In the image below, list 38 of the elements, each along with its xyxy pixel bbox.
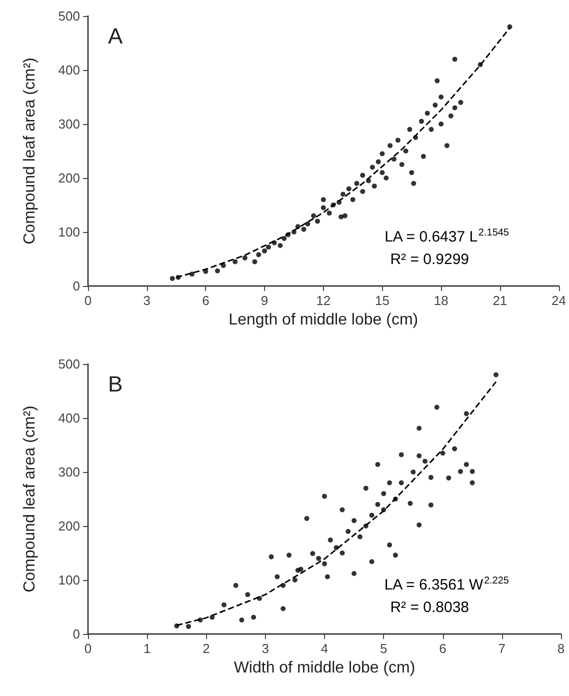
y-tick-label: 200 bbox=[58, 518, 80, 534]
x-tick-label: 6 bbox=[202, 293, 210, 308]
y-tick-label: 300 bbox=[58, 464, 80, 480]
x-tick-label: 7 bbox=[498, 641, 506, 656]
y-axis-title: Compound leaf area (cm²) bbox=[22, 58, 38, 244]
x-tick-label: 12 bbox=[316, 293, 331, 308]
x-tick-label: 3 bbox=[143, 293, 150, 308]
x-tick-label: 9 bbox=[260, 293, 268, 308]
x-tick-label: 18 bbox=[434, 293, 448, 308]
y-tick-label: 200 bbox=[58, 170, 80, 186]
x-tick-label: 15 bbox=[374, 293, 390, 308]
y-tick-label: 500 bbox=[58, 8, 80, 24]
x-tick-label: 0 bbox=[84, 293, 92, 308]
x-axis-title: Length of middle lobe (cm) bbox=[228, 312, 418, 328]
y-tick-label: 300 bbox=[58, 116, 80, 132]
y-tick-label: 500 bbox=[58, 356, 80, 372]
x-tick-label: 4 bbox=[320, 641, 328, 656]
x-tick-label: 24 bbox=[552, 293, 566, 308]
x-tick-label: 21 bbox=[492, 293, 508, 308]
x-tick-label: 6 bbox=[439, 641, 446, 656]
x-axis-title: Width of middle lobe (cm) bbox=[234, 660, 416, 676]
y-tick-label: 100 bbox=[58, 224, 80, 240]
chart-title: A bbox=[108, 24, 123, 48]
annotation: R² = 0.9299 bbox=[390, 251, 470, 268]
y-tick-label: 400 bbox=[58, 410, 80, 426]
x-tick-label: 1 bbox=[144, 641, 151, 656]
x-tick-label: 5 bbox=[380, 641, 388, 656]
x-tick-label: 8 bbox=[557, 641, 565, 656]
y-tick-label: 0 bbox=[72, 278, 80, 294]
x-tick-label: 0 bbox=[84, 641, 92, 656]
y-tick-label: 100 bbox=[58, 572, 80, 588]
chart-title: B bbox=[108, 372, 123, 396]
x-tick-label: 2 bbox=[202, 641, 210, 656]
annotation: R² = 0.8038 bbox=[390, 599, 470, 616]
y-tick-label: 0 bbox=[72, 626, 80, 642]
y-axis-title: Compound leaf area (cm²) bbox=[22, 406, 38, 592]
x-tick-label: 3 bbox=[262, 641, 269, 656]
y-tick-label: 400 bbox=[58, 62, 80, 78]
